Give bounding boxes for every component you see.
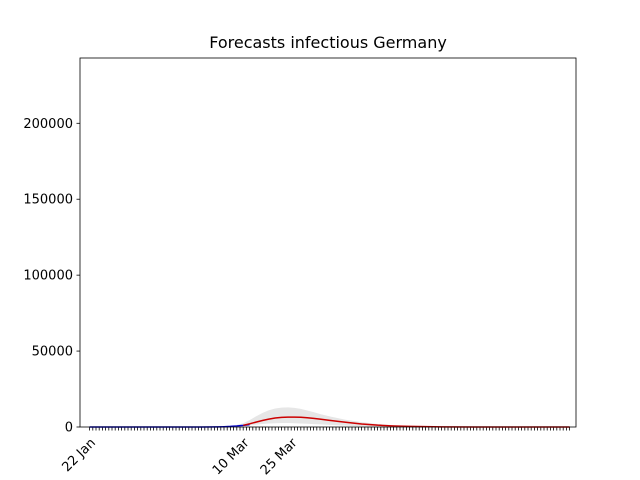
y-tick-label: 200000: [23, 117, 73, 132]
chart-title: Forecasts infectious Germany: [209, 33, 447, 52]
y-tick-label: 150000: [23, 193, 73, 208]
confidence-band: [233, 407, 570, 427]
y-tick-label: 100000: [23, 269, 73, 284]
y-tick-label: 50000: [32, 345, 73, 360]
plot-frame: [79, 57, 577, 428]
x-tick-label: 25 Mar: [258, 435, 301, 478]
x-tick-label: 10 Mar: [210, 435, 253, 478]
y-tick-label: 0: [65, 421, 73, 436]
x-tick-label: 22 Jan: [59, 436, 98, 475]
